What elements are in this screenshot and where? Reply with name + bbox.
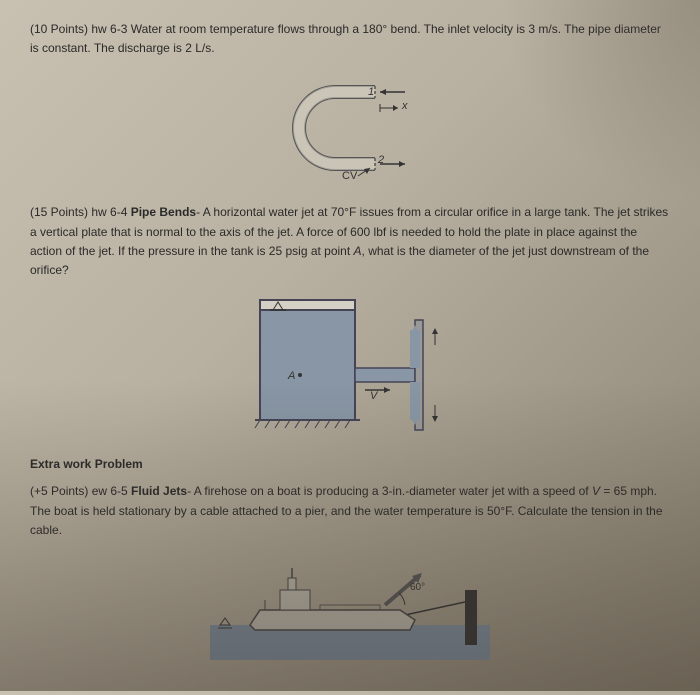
problem2-text: (15 Points) hw 6-4 Pipe Bends- A horizon…	[30, 203, 670, 280]
label-cv: CV	[342, 170, 357, 182]
label-1: 1	[368, 86, 374, 98]
label-angle: 60°	[410, 582, 425, 593]
p2-A: A	[354, 244, 362, 258]
figure2: A V	[240, 290, 460, 440]
label-x: x	[402, 100, 408, 112]
label-2: 2	[378, 154, 384, 166]
figure3-container: 60°	[30, 550, 670, 660]
tank-jet-diagram	[240, 290, 460, 440]
label-V: V	[370, 390, 377, 402]
p3-prefix: (+5 Points) ew 6-5	[30, 484, 131, 498]
label-A: A	[288, 370, 295, 382]
figure1-container: 1 x 2 CV	[30, 68, 670, 188]
p2-bold: Pipe Bends	[131, 205, 196, 219]
p3-V: V	[592, 484, 600, 498]
page-content: (10 Points) hw 6-3 Water at room tempera…	[0, 0, 700, 695]
problem1-text: (10 Points) hw 6-3 Water at room tempera…	[30, 20, 670, 58]
figure1: 1 x 2 CV	[280, 68, 420, 188]
boat-jet-diagram	[210, 550, 490, 660]
p3-rest: - A firehose on a boat is producing a 3-…	[187, 484, 592, 498]
extra-work-title: Extra work Problem	[30, 455, 670, 474]
p2-prefix: (15 Points) hw 6-4	[30, 205, 131, 219]
figure3: 60°	[210, 550, 490, 660]
p3-bold: Fluid Jets	[131, 484, 187, 498]
figure2-container: A V	[30, 290, 670, 440]
problem3-text: (+5 Points) ew 6-5 Fluid Jets- A firehos…	[30, 482, 670, 540]
